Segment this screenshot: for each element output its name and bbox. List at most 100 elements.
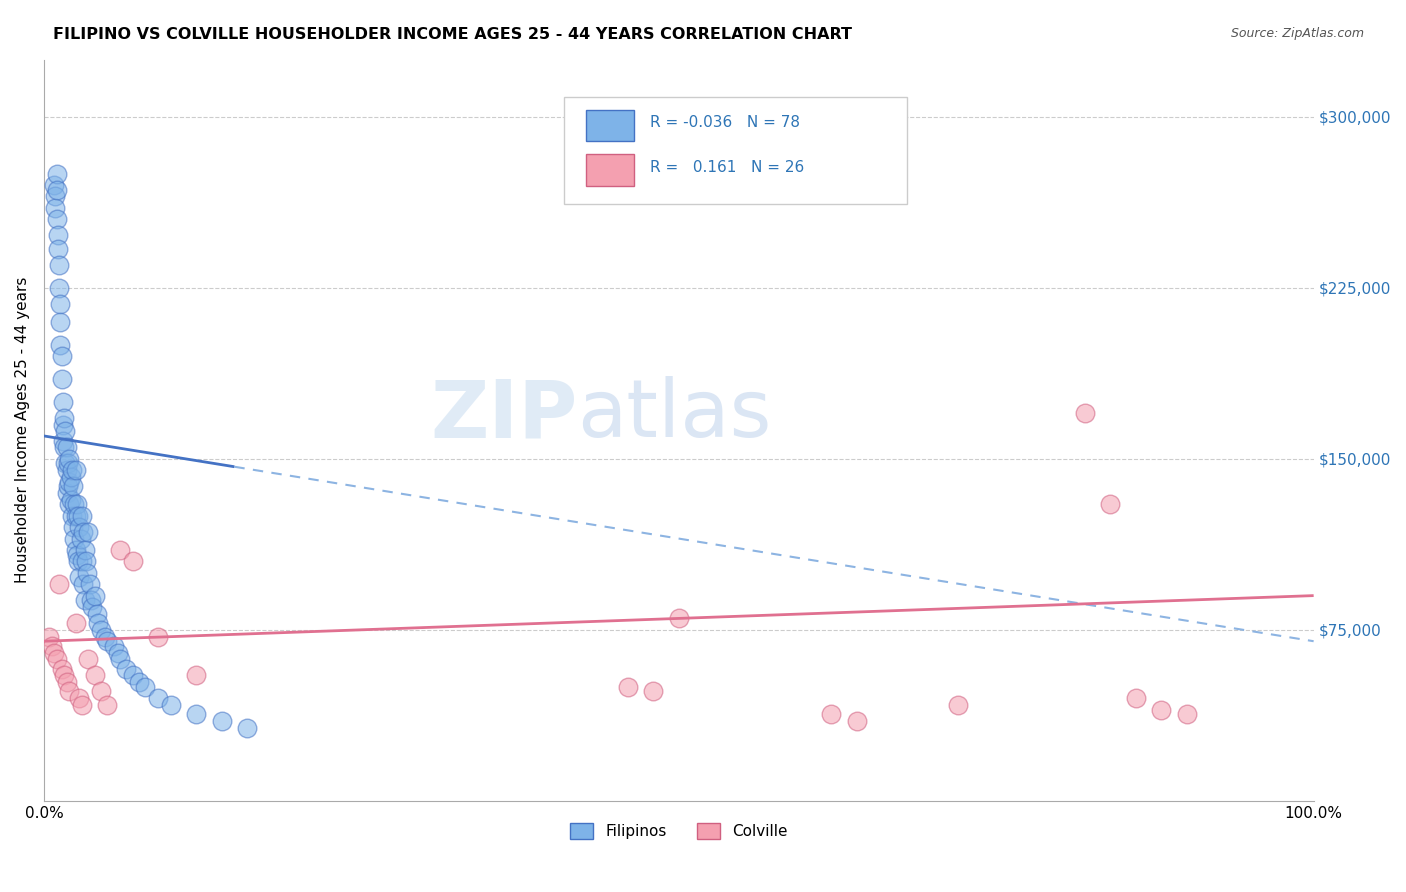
Point — [83, 668, 105, 682]
Point — [643, 684, 665, 698]
Point — [42, 178, 65, 192]
Point — [83, 589, 105, 603]
Point — [617, 680, 640, 694]
Point — [63, 497, 86, 511]
Point — [73, 543, 96, 558]
Point — [58, 475, 80, 489]
Point — [211, 714, 233, 728]
Point — [69, 532, 91, 546]
Point — [52, 394, 75, 409]
Point — [46, 228, 69, 243]
Point — [41, 639, 63, 653]
FancyBboxPatch shape — [564, 96, 907, 204]
Point — [55, 456, 77, 470]
Point — [69, 691, 91, 706]
Point — [55, 425, 77, 439]
Point — [66, 548, 89, 562]
Point — [52, 417, 75, 432]
Point — [67, 554, 90, 568]
Point — [51, 349, 73, 363]
Point — [103, 639, 125, 653]
Point — [53, 441, 76, 455]
Legend: Filipinos, Colville: Filipinos, Colville — [564, 817, 794, 845]
Point — [1175, 707, 1198, 722]
Point — [72, 524, 94, 539]
Point — [146, 691, 169, 706]
Point — [62, 520, 84, 534]
Point — [65, 543, 87, 558]
Point — [76, 566, 98, 580]
Bar — [586, 110, 634, 141]
Point — [46, 242, 69, 256]
Point — [59, 470, 82, 484]
Point — [51, 662, 73, 676]
Point — [87, 615, 110, 630]
Text: R =   0.161   N = 26: R = 0.161 N = 26 — [650, 160, 804, 175]
Point — [52, 434, 75, 448]
Point — [45, 167, 67, 181]
Point — [1125, 691, 1147, 706]
Point — [49, 296, 72, 310]
Point — [48, 258, 70, 272]
Point — [49, 337, 72, 351]
Point — [186, 707, 208, 722]
Point — [55, 463, 77, 477]
Point — [59, 492, 82, 507]
Point — [115, 662, 138, 676]
Point — [55, 441, 77, 455]
Point — [65, 615, 87, 630]
Point — [56, 479, 79, 493]
Point — [80, 593, 103, 607]
Point — [79, 577, 101, 591]
Point — [70, 554, 93, 568]
Point — [94, 630, 117, 644]
Point — [69, 570, 91, 584]
Text: FILIPINO VS COLVILLE HOUSEHOLDER INCOME AGES 25 - 44 YEARS CORRELATION CHART: FILIPINO VS COLVILLE HOUSEHOLDER INCOME … — [53, 27, 852, 42]
Point — [63, 532, 86, 546]
Text: ZIP: ZIP — [430, 376, 578, 454]
Point — [160, 698, 183, 712]
Point — [72, 577, 94, 591]
Point — [820, 707, 842, 722]
Text: Source: ZipAtlas.com: Source: ZipAtlas.com — [1230, 27, 1364, 40]
Point — [73, 593, 96, 607]
Point — [121, 554, 143, 568]
Point — [86, 607, 108, 621]
Point — [48, 281, 70, 295]
Point — [58, 497, 80, 511]
Point — [90, 684, 112, 698]
Point — [49, 315, 72, 329]
Point — [55, 675, 77, 690]
Point — [58, 451, 80, 466]
Point — [121, 668, 143, 682]
Point — [108, 543, 131, 558]
Point — [42, 646, 65, 660]
Point — [845, 714, 868, 728]
Point — [946, 698, 969, 712]
Point — [51, 372, 73, 386]
Point — [134, 680, 156, 694]
Point — [53, 410, 76, 425]
Point — [75, 554, 97, 568]
Point — [146, 630, 169, 644]
Point — [77, 524, 100, 539]
Point — [58, 684, 80, 698]
Point — [62, 479, 84, 493]
Point — [96, 634, 118, 648]
Point — [236, 721, 259, 735]
Point — [1074, 406, 1097, 420]
Text: atlas: atlas — [578, 376, 772, 454]
Text: R = -0.036   N = 78: R = -0.036 N = 78 — [650, 115, 800, 130]
Bar — [586, 154, 634, 186]
Point — [53, 668, 76, 682]
Point — [44, 201, 66, 215]
Point — [44, 189, 66, 203]
Point — [65, 508, 87, 523]
Point — [38, 630, 60, 644]
Y-axis label: Householder Income Ages 25 - 44 years: Householder Income Ages 25 - 44 years — [15, 277, 30, 583]
Point — [45, 652, 67, 666]
Point — [668, 611, 690, 625]
Point — [55, 486, 77, 500]
Point — [60, 508, 83, 523]
Point — [67, 508, 90, 523]
